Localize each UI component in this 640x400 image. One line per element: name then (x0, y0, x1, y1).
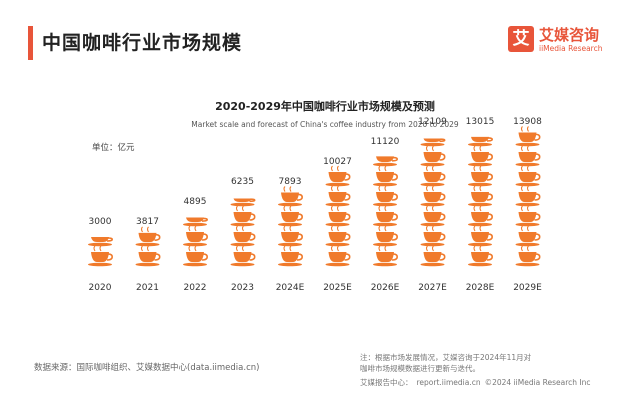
coffee-cup-icon (278, 225, 303, 247)
category-label: 2023 (231, 283, 254, 293)
value-label: 3817 (136, 217, 159, 227)
chart-note: 注：根据市场发展情况，艾媒咨询于2024年11月对 咖啡市场规模数据进行更新与迭… (360, 352, 531, 374)
coffee-cup-icon (420, 165, 446, 187)
coffee-cup-icon (420, 225, 446, 247)
coffee-cup-icon (230, 205, 256, 227)
coffee-cup-icon (420, 205, 446, 227)
coffee-cup-icon (325, 165, 351, 187)
partial-coffee-cup-icon (88, 237, 113, 247)
report-footer: 艾媒报告中心： report.iimedia.cn ©2024 iiMedia Re… (360, 377, 595, 388)
value-label: 13015 (466, 117, 495, 127)
report-url-link[interactable]: report.iimedia.cn (416, 378, 481, 387)
coffee-cup-icon (420, 245, 446, 267)
note-line-1: 注：根据市场发展情况，艾媒咨询于2024年11月对 (360, 353, 532, 362)
coffee-cup-icon (420, 185, 446, 207)
coffee-cup-icon (373, 225, 398, 247)
page-title: 中国咖啡行业市场规模 (42, 32, 243, 54)
partial-coffee-cup-icon (373, 156, 398, 167)
copyright-text: ©2024 iiMedia Research Inc (484, 378, 591, 387)
report-center-label: 艾媒报告中心： (360, 378, 413, 387)
coffee-cup-icon (325, 225, 351, 247)
coffee-cup-icon (325, 185, 351, 207)
value-label: 4895 (184, 197, 207, 207)
coffee-cup-icon (230, 225, 256, 247)
coffee-cup-icon (373, 205, 398, 227)
category-label: 2026E (371, 283, 400, 293)
coffee-cup-icon (373, 185, 398, 207)
coffee-cup-icon (515, 165, 541, 187)
partial-coffee-cup-icon (278, 186, 303, 207)
value-label: 7893 (279, 177, 302, 187)
coffee-cup-icon (183, 245, 208, 267)
coffee-cup-icon (468, 205, 493, 227)
value-label: 13908 (513, 117, 542, 127)
category-label: 2021 (136, 283, 159, 293)
partial-coffee-cup-icon (420, 138, 446, 147)
category-label: 2024E (276, 283, 305, 293)
logo-name-cn: 艾媒咨询 (539, 26, 600, 44)
coffee-cup-icon (468, 185, 493, 207)
coffee-cup-icon (325, 205, 351, 227)
coffee-cup-icon (373, 245, 398, 267)
category-label: 2020 (89, 283, 112, 293)
category-label: 2025E (323, 283, 352, 293)
logo-mark: 艾 (508, 26, 534, 52)
coffee-cup-icon (515, 225, 541, 247)
coffee-cup-icon (183, 225, 208, 247)
chart-title: 2020-2029年中国咖啡行业市场规模及预测 (215, 99, 435, 113)
category-label: 2029E (513, 283, 542, 293)
data-source: 数据来源：国际咖啡组织、艾媒数据中心(data.iimedia.cn) (34, 363, 260, 373)
note-line-2: 咖啡市场规模数据进行更新与迭代。 (360, 364, 480, 373)
partial-coffee-cup-icon (183, 217, 208, 227)
coffee-cup-icon (515, 245, 541, 267)
partial-coffee-cup-icon (515, 126, 541, 147)
unit-label: 单位：亿元 (92, 142, 135, 153)
coffee-cup-icon (515, 145, 541, 167)
coffee-cup-icon (278, 245, 303, 267)
category-label: 2028E (466, 283, 495, 293)
chart-subtitle: Market scale and forecast of China's cof… (191, 120, 459, 129)
chart-marks: 3000 2020 3817 2021 4895 2022 6235 2023 7893 2024… (88, 117, 542, 293)
partial-coffee-cup-icon (468, 136, 493, 147)
coffee-cup-icon (468, 145, 493, 167)
coffee-cup-icon (468, 245, 493, 267)
partial-coffee-cup-icon (230, 198, 256, 207)
coffee-cup-icon (325, 245, 351, 267)
coffee-cup-icon (230, 245, 256, 267)
logo-name-en: iiMedia Research (539, 44, 603, 53)
coffee-cup-icon (468, 225, 493, 247)
coffee-cup-icon (468, 165, 493, 187)
title-accent-bar (28, 26, 33, 60)
value-label: 11120 (371, 137, 400, 147)
coffee-cup-icon (88, 245, 113, 267)
value-label: 10027 (323, 157, 352, 167)
category-label: 2027E (418, 283, 447, 293)
coffee-cup-icon (515, 185, 541, 207)
partial-coffee-cup-icon (135, 226, 161, 247)
coffee-cup-icon (373, 165, 398, 187)
iimedia-logo: 艾 艾媒咨询 iiMedia Research (508, 24, 612, 62)
category-label: 2022 (184, 283, 207, 293)
coffee-cup-icon (135, 245, 161, 267)
value-label: 12109 (418, 117, 447, 127)
coffee-cup-icon (420, 145, 446, 167)
value-label: 3000 (89, 217, 112, 227)
coffee-cup-icon (278, 205, 303, 227)
value-label: 6235 (231, 177, 254, 187)
coffee-cup-icon (515, 205, 541, 227)
